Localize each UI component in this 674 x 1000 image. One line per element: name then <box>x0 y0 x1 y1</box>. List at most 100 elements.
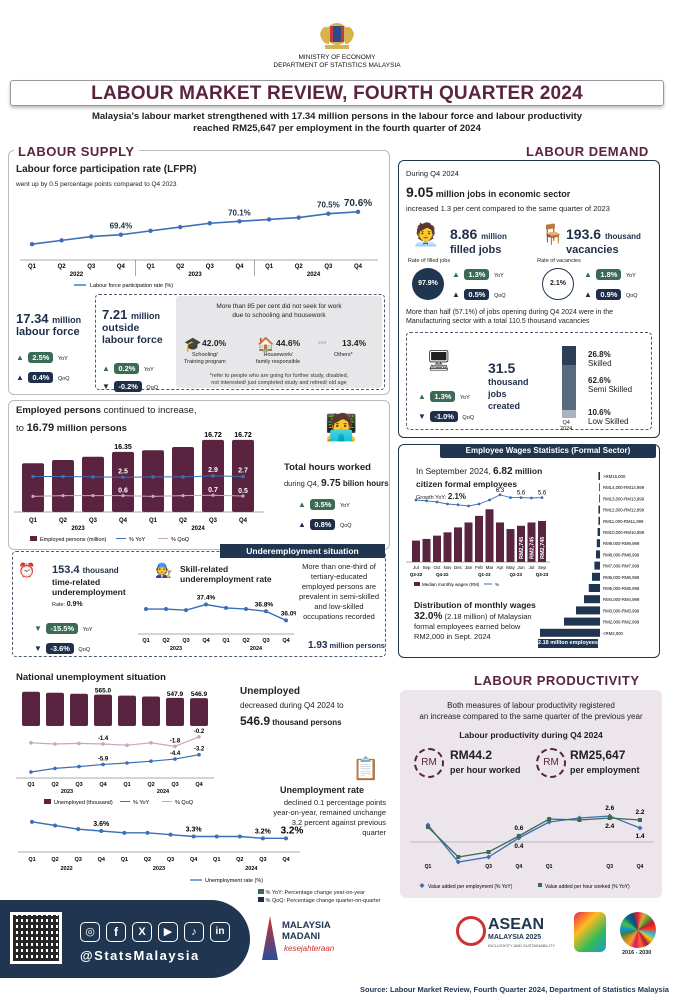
employed-tick: Q4 <box>119 518 128 524</box>
skill-underemployment-chart: 37.4% 36.8% 36.0% Q1 Q2 Q3 Q4 Q1 Q2 Q3 Q4 2023 2024 <box>138 595 296 652</box>
facebook-icon[interactable]: f <box>106 922 126 942</box>
employed-tick: Q3 <box>209 518 218 524</box>
lfpr-tick: Q1 <box>28 264 37 270</box>
lfpr-label: 70.6% <box>344 198 372 209</box>
dist-bar <box>599 483 600 492</box>
urate-point <box>168 832 173 837</box>
urate-tick: Q2 <box>236 857 243 863</box>
unemployed-bar-label: 547.9 <box>167 691 184 698</box>
linkedin-icon[interactable]: in <box>210 922 230 942</box>
school-icon: 🎓 <box>184 336 202 352</box>
unemp-yoy-point <box>29 770 33 774</box>
employed-qoq-point <box>151 494 155 498</box>
x-icon[interactable]: X <box>132 922 152 942</box>
skill-point <box>164 607 168 612</box>
pct-house: 44.6% <box>276 338 301 348</box>
wage-pct-point <box>540 496 544 499</box>
time-under-rate: Rate: 0.9% <box>52 601 83 608</box>
unemp-tick: Q1 <box>123 782 130 788</box>
unemp-yoy-label: -3.2 <box>194 747 205 753</box>
unemp-rate-title: Unemployment rate <box>280 785 365 795</box>
lfpr-point <box>177 224 183 230</box>
urate-label: 3.6% <box>93 821 110 828</box>
urate-point <box>145 830 150 835</box>
skill-tick: Q2 <box>162 638 169 644</box>
dist-bar <box>598 505 600 514</box>
house-icon: 🏠 <box>257 336 275 352</box>
ministry-name: MINISTRY OF ECONOMY <box>298 54 376 61</box>
urate-year: 2023 <box>153 866 165 872</box>
instagram-icon[interactable]: ◎ <box>80 922 100 942</box>
skill-label: 36.8% <box>255 601 274 608</box>
wage-pct-label: 5.6 <box>538 491 547 497</box>
lfpr-year: 2024 <box>307 272 321 278</box>
youtube-icon[interactable]: ▶ <box>158 922 178 942</box>
employed-title: Employed persons continued to increase, <box>16 405 197 416</box>
social-handle[interactable]: @StatsMalaysia <box>80 948 200 963</box>
skill-label: 36.0% <box>281 610 296 617</box>
prod-tick: Q4 <box>637 864 644 870</box>
wage-bar <box>475 515 483 562</box>
unemployed-bar <box>70 693 88 726</box>
subtitle: Malaysia's labour market strengthened wi… <box>91 111 583 134</box>
wage-legend-swatch <box>414 582 420 586</box>
prod-hour-line <box>427 817 641 858</box>
up-arrow-icon: ▲ <box>584 290 592 299</box>
unemployed-value: 546.9 thousand persons <box>240 714 342 728</box>
unemp-tick: Q2 <box>51 782 58 788</box>
employed-bar <box>22 463 44 512</box>
vacancy-value: 193.6 thousand <box>566 226 641 242</box>
lfpr-point <box>207 221 213 226</box>
employed-yoy-point <box>181 475 185 479</box>
prod-hour-point <box>638 818 642 822</box>
wage-bar <box>422 538 431 562</box>
dist-label: <RM2,000 <box>603 631 624 636</box>
manufacturing-note: More than half (57.1%) of jobs opening d… <box>406 309 614 325</box>
dist-bar <box>592 572 600 581</box>
skill-year: 2023 <box>170 646 182 652</box>
up-arrow-icon: ▲ <box>418 392 426 401</box>
lfpr-label: 69.4% <box>110 222 133 231</box>
prod-label: 0.6 <box>514 825 523 832</box>
tiktok-icon[interactable]: ♪ <box>184 922 204 942</box>
skill-tick: Q3 <box>182 638 189 644</box>
employed-legend: % QoQ <box>171 537 190 543</box>
urate-point <box>214 834 219 839</box>
wage-period: Q3-23 <box>536 572 549 577</box>
productivity-line-chart: 0.6 0.4 2.6 2.4 2.2 1.4 Q1 Q3 Q1 Q3 Q4 Q4 Value adde… <box>410 805 654 890</box>
lfpr-point <box>266 217 272 222</box>
prod-hour-point <box>426 825 430 829</box>
demand-during: During Q4 2024 <box>406 169 459 178</box>
tertiary-value: 1.93 million persons <box>308 640 385 651</box>
skill-label: 37.4% <box>197 595 216 602</box>
lfpr-point <box>59 238 64 243</box>
dist-label: RM11,000-RM11,999 <box>603 519 644 524</box>
wage-tick: Dec <box>454 565 463 570</box>
employed-tick: Q4 <box>239 518 248 524</box>
vac-rate-label: Rate of vacancies <box>537 258 581 264</box>
prod-tick: Q1 <box>425 864 432 870</box>
office-worker-icon: 🧑‍💼 <box>412 222 440 247</box>
employed-qoq-label: 0.6 <box>118 488 128 495</box>
employed-bar-chart: 16.35 2.5 0.6 16.72 2.9 0.7 16.72 2.7 0.5 Q1 Q2 Q3 Q… <box>14 432 264 543</box>
unemp-qoq-label: -1.4 <box>98 736 109 742</box>
wage-pct-point <box>467 504 470 508</box>
up-arrow-icon: ▲ <box>452 270 460 279</box>
urate-point <box>191 834 196 839</box>
employed-qoq-point <box>61 494 65 498</box>
qr-code[interactable] <box>10 912 62 964</box>
hours-title: Total hours worked <box>284 462 371 473</box>
unemp-legend-swatch <box>44 799 51 804</box>
filled-label: filled jobs <box>450 244 502 256</box>
lbl-other: Others* <box>334 352 353 358</box>
up-arrow-icon: ▲ <box>584 270 592 279</box>
urate-point <box>99 829 104 833</box>
dots-icon: ◦◦◦ <box>318 338 327 347</box>
urate-point <box>237 834 242 839</box>
skill-point <box>144 607 148 612</box>
vac-yoy: ▲ 1.8% YoY <box>584 269 636 280</box>
vac-rate-badge: 2.1% <box>542 268 574 300</box>
wage-period: Q1-23 <box>478 572 491 577</box>
skill-bar-quarter: Q4 2024 <box>560 420 573 432</box>
employed-yoy-line <box>33 475 244 478</box>
